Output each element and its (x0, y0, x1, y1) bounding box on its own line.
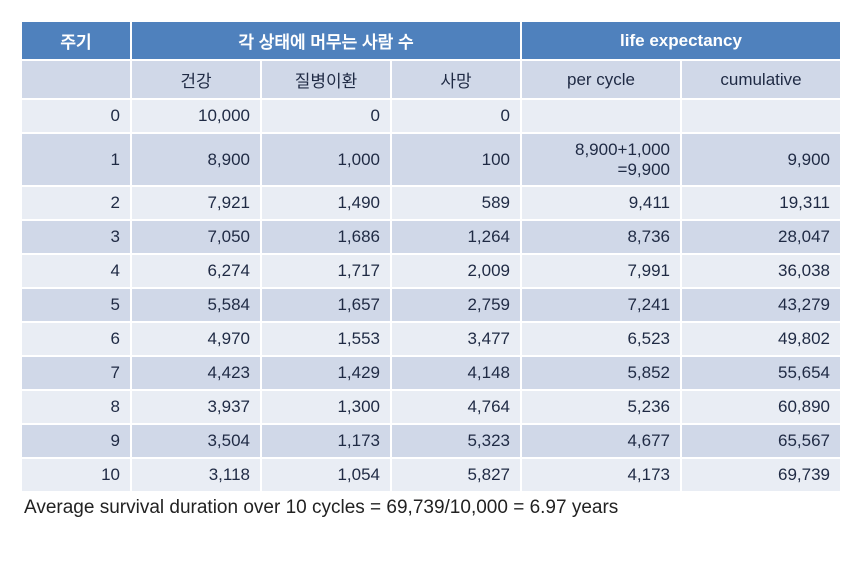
cell-cumulative: 19,311 (681, 186, 841, 220)
cell-healthy: 8,900 (131, 133, 261, 186)
cell-diseased: 1,657 (261, 288, 391, 322)
cell-cycle: 4 (21, 254, 131, 288)
cell-per-cycle: 7,991 (521, 254, 681, 288)
cell-dead: 5,827 (391, 458, 521, 492)
cell-diseased: 1,300 (261, 390, 391, 424)
cell-cycle: 10 (21, 458, 131, 492)
cell-diseased: 1,717 (261, 254, 391, 288)
cell-per-cycle: 4,677 (521, 424, 681, 458)
cell-healthy: 5,584 (131, 288, 261, 322)
cell-dead: 2,759 (391, 288, 521, 322)
cell-per-cycle: 8,900+1,000=9,900 (521, 133, 681, 186)
cell-diseased: 1,553 (261, 322, 391, 356)
cell-cycle: 0 (21, 99, 131, 133)
cell-dead: 5,323 (391, 424, 521, 458)
cell-cumulative: 55,654 (681, 356, 841, 390)
cell-cumulative: 65,567 (681, 424, 841, 458)
table-row: 18,9001,0001008,900+1,000=9,9009,900 (21, 133, 841, 186)
cell-healthy: 3,504 (131, 424, 261, 458)
cell-healthy: 6,274 (131, 254, 261, 288)
cell-cumulative: 49,802 (681, 322, 841, 356)
cell-dead: 1,264 (391, 220, 521, 254)
subheader-dead: 사망 (391, 60, 521, 99)
cell-cumulative: 9,900 (681, 133, 841, 186)
cell-per-cycle: 5,852 (521, 356, 681, 390)
header-states-group: 각 상태에 머무는 사람 수 (131, 21, 521, 60)
table-row: 010,00000 (21, 99, 841, 133)
cell-cumulative: 69,739 (681, 458, 841, 492)
cell-cycle: 9 (21, 424, 131, 458)
subheader-per-cycle: per cycle (521, 60, 681, 99)
cell-cumulative: 36,038 (681, 254, 841, 288)
cell-cycle: 5 (21, 288, 131, 322)
table-row: 27,9211,4905899,41119,311 (21, 186, 841, 220)
table-header-row: 주기 각 상태에 머무는 사람 수 life expectancy (21, 21, 841, 60)
cell-cycle: 1 (21, 133, 131, 186)
header-life-expectancy-group: life expectancy (521, 21, 841, 60)
cell-cycle: 6 (21, 322, 131, 356)
table-row: 83,9371,3004,7645,23660,890 (21, 390, 841, 424)
cell-per-cycle: 9,411 (521, 186, 681, 220)
subheader-cumulative: cumulative (681, 60, 841, 99)
cell-diseased: 1,000 (261, 133, 391, 186)
cell-healthy: 3,937 (131, 390, 261, 424)
table-body: 010,0000018,9001,0001008,900+1,000=9,900… (21, 99, 841, 492)
cell-cycle: 3 (21, 220, 131, 254)
cell-dead: 4,764 (391, 390, 521, 424)
cell-dead: 2,009 (391, 254, 521, 288)
cell-dead: 4,148 (391, 356, 521, 390)
cell-dead: 3,477 (391, 322, 521, 356)
cell-cumulative: 60,890 (681, 390, 841, 424)
cell-diseased: 1,686 (261, 220, 391, 254)
subheader-diseased: 질병이환 (261, 60, 391, 99)
table-row: 93,5041,1735,3234,67765,567 (21, 424, 841, 458)
cell-diseased: 1,054 (261, 458, 391, 492)
cell-dead: 0 (391, 99, 521, 133)
table-subheader-row: 건강 질병이환 사망 per cycle cumulative (21, 60, 841, 99)
cell-per-cycle: 7,241 (521, 288, 681, 322)
cell-cumulative: 43,279 (681, 288, 841, 322)
table-footnote: Average survival duration over 10 cycles… (20, 497, 842, 519)
cell-per-cycle: 5,236 (521, 390, 681, 424)
cell-per-cycle: 8,736 (521, 220, 681, 254)
cell-dead: 100 (391, 133, 521, 186)
cell-diseased: 1,173 (261, 424, 391, 458)
life-table-container: 주기 각 상태에 머무는 사람 수 life expectancy 건강 질병이… (20, 20, 842, 519)
cell-cycle: 8 (21, 390, 131, 424)
table-row: 55,5841,6572,7597,24143,279 (21, 288, 841, 322)
table-row: 37,0501,6861,2648,73628,047 (21, 220, 841, 254)
cell-diseased: 0 (261, 99, 391, 133)
cell-diseased: 1,490 (261, 186, 391, 220)
cell-dead: 589 (391, 186, 521, 220)
subheader-healthy: 건강 (131, 60, 261, 99)
cell-cycle: 7 (21, 356, 131, 390)
header-cycle: 주기 (21, 21, 131, 60)
cell-healthy: 7,050 (131, 220, 261, 254)
cell-cycle: 2 (21, 186, 131, 220)
table-row: 103,1181,0545,8274,17369,739 (21, 458, 841, 492)
table-row: 64,9701,5533,4776,52349,802 (21, 322, 841, 356)
cell-cumulative: 28,047 (681, 220, 841, 254)
life-expectancy-table: 주기 각 상태에 머무는 사람 수 life expectancy 건강 질병이… (20, 20, 842, 493)
cell-per-cycle (521, 99, 681, 133)
cell-healthy: 4,970 (131, 322, 261, 356)
cell-per-cycle: 6,523 (521, 322, 681, 356)
cell-healthy: 7,921 (131, 186, 261, 220)
cell-healthy: 4,423 (131, 356, 261, 390)
cell-cumulative (681, 99, 841, 133)
cell-healthy: 10,000 (131, 99, 261, 133)
cell-per-cycle: 4,173 (521, 458, 681, 492)
table-row: 74,4231,4294,1485,85255,654 (21, 356, 841, 390)
cell-healthy: 3,118 (131, 458, 261, 492)
cell-diseased: 1,429 (261, 356, 391, 390)
subheader-cycle (21, 60, 131, 99)
table-row: 46,2741,7172,0097,99136,038 (21, 254, 841, 288)
